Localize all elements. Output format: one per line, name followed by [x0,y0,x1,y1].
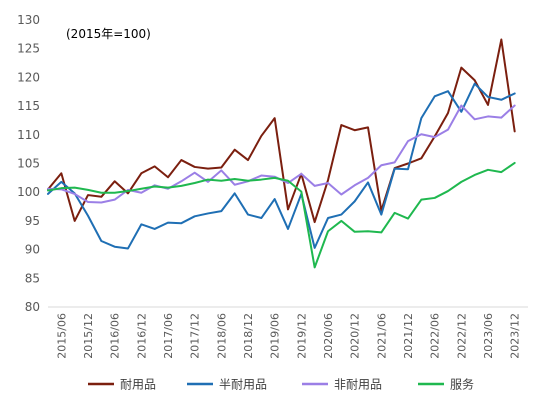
legend-label: 非耐用品 [334,378,382,392]
x-tick-label: 2022/06 [429,313,442,359]
x-tick-label: 2016/12 [135,313,148,359]
legend-label: 服务 [450,377,474,392]
y-tick-label: 125 [17,42,40,56]
x-tick-label: 2019/12 [295,313,308,359]
series-line-3 [47,161,516,269]
x-tick-label: 2017/12 [189,313,202,359]
x-axis: 2015/06 2015/12 2016/06 2016/12 2017/06 2017/… [55,313,521,359]
x-tick-label: 2022/12 [455,313,468,359]
legend-label: 耐用品 [120,378,156,392]
x-tick-label: 2016/06 [109,313,122,359]
legend-label: 半耐用品 [219,378,267,392]
series-line-1 [47,82,516,250]
y-tick-label: 85 [25,271,40,285]
legend: 耐用品 半耐用品 非耐用品 服务 [88,377,474,392]
y-tick-label: 110 [17,128,40,142]
y-tick-label: 95 [25,214,40,228]
plot-area [47,38,516,269]
x-tick-label: 2015/06 [55,313,68,359]
y-tick-label: 130 [17,13,40,27]
x-tick-label: 2019/06 [269,313,282,359]
x-tick-label: 2015/12 [82,313,95,359]
x-tick-label: 2020/12 [349,313,362,359]
x-tick-label: 2018/12 [242,313,255,359]
chart-annotation: (2015年=100) [66,27,151,41]
y-tick-label: 115 [17,99,40,113]
y-tick-label: 120 [17,70,40,84]
x-tick-label: 2023/06 [482,313,495,359]
x-tick-label: 2023/12 [509,313,522,359]
y-tick-label: 105 [17,157,40,171]
x-tick-label: 2021/12 [402,313,415,359]
x-tick-label: 2018/06 [215,313,228,359]
x-tick-label: 2017/06 [162,313,175,359]
x-tick-label: 2020/06 [322,313,335,359]
y-tick-label: 80 [25,300,40,314]
y-axis: 80 85 90 95 100 105 110 115 120 125 130 [17,13,40,314]
y-tick-label: 90 [25,243,40,257]
y-tick-label: 100 [17,185,40,199]
x-tick-label: 2021/06 [375,313,388,359]
